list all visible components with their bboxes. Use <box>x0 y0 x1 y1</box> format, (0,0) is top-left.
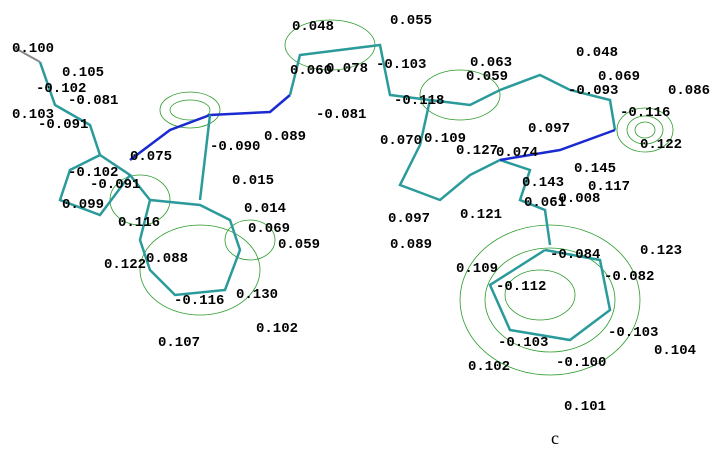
charge-label: -0.081 <box>68 93 118 109</box>
charge-label: 0.102 <box>256 321 298 337</box>
charge-label: -0.081 <box>316 107 366 123</box>
charge-label: 0.059 <box>466 69 508 85</box>
charge-label: 0.075 <box>130 149 172 165</box>
charge-label: 0.121 <box>460 207 502 223</box>
charge-label: -0.116 <box>174 293 224 309</box>
charge-label: 0.055 <box>390 13 432 29</box>
charge-label: -0.116 <box>620 105 670 121</box>
charge-label: -0.091 <box>38 117 88 133</box>
charge-label: 0.130 <box>236 287 278 303</box>
charge-label: 0.099 <box>62 197 104 213</box>
charge-label: 0.123 <box>640 243 682 259</box>
charge-label: 0.122 <box>640 137 682 153</box>
charge-label: 0.061 <box>524 195 566 211</box>
charge-label: 0.107 <box>158 335 200 351</box>
charge-label: 0.088 <box>146 251 188 267</box>
charge-label: 0.014 <box>244 201 286 217</box>
charge-label: -0.103 <box>608 325 658 341</box>
charge-label: 0.074 <box>496 145 538 161</box>
charge-label: 0.145 <box>574 161 616 177</box>
molecule-diagram: c 0.1000.105-0.102-0.0810.103-0.0910.075… <box>0 0 710 474</box>
charge-label: 0.078 <box>326 61 368 77</box>
charge-label: -0.100 <box>556 355 606 371</box>
charge-label: 0.015 <box>232 173 274 189</box>
charge-label: -0.084 <box>550 247 600 263</box>
charge-label: 0.059 <box>278 237 320 253</box>
charge-label: 0.105 <box>62 65 104 81</box>
charge-label: -0.103 <box>376 57 426 73</box>
charge-label: 0.102 <box>468 359 510 375</box>
charge-label: 0.122 <box>104 257 146 273</box>
charge-label: -0.093 <box>568 83 618 99</box>
charge-label: 0.127 <box>456 143 498 159</box>
charge-label: 0.104 <box>654 343 696 359</box>
charge-label: 0.116 <box>118 215 160 231</box>
charge-label: -0.103 <box>498 335 548 351</box>
charge-label: 0.089 <box>390 237 432 253</box>
charge-label: 0.048 <box>576 45 618 61</box>
charge-label: 0.097 <box>388 211 430 227</box>
charge-label: 0.100 <box>12 41 54 57</box>
charge-label: -0.112 <box>496 279 546 295</box>
caption: c <box>551 428 559 448</box>
charge-label: 0.143 <box>522 175 564 191</box>
charge-label: -0.090 <box>210 139 260 155</box>
charge-label: 0.097 <box>528 121 570 137</box>
charge-label: -0.082 <box>604 269 654 285</box>
charge-label: 0.070 <box>380 133 422 149</box>
charge-label: 0.101 <box>564 399 606 415</box>
charge-label: 0.089 <box>264 129 306 145</box>
charge-label: 0.069 <box>248 221 290 237</box>
charge-label: 0.086 <box>668 83 710 99</box>
charge-label: 0.109 <box>456 261 498 277</box>
charge-label: 0.048 <box>292 19 334 35</box>
charge-label: -0.118 <box>394 93 444 109</box>
charge-label: -0.091 <box>90 177 140 193</box>
